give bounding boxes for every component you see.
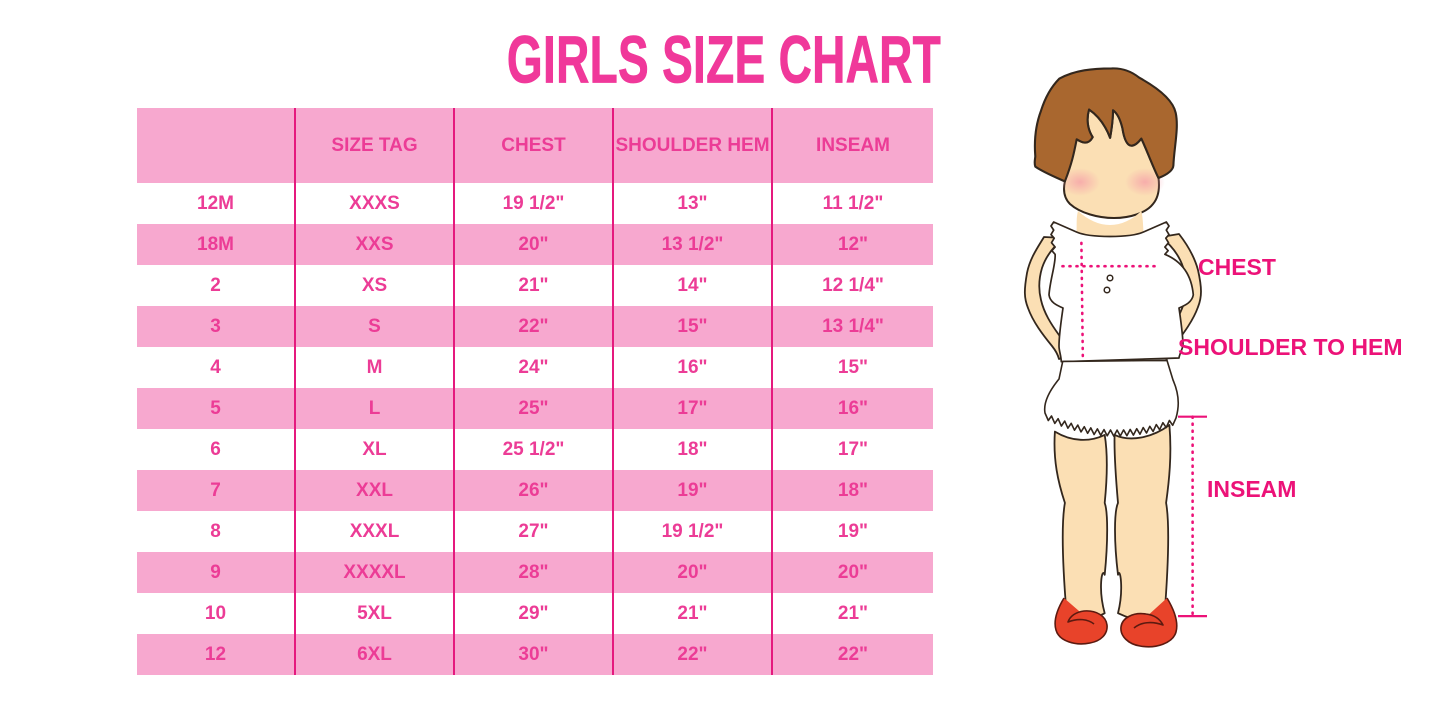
- svg-text:SHOULDER TO HEM: SHOULDER TO HEM: [1178, 334, 1402, 360]
- svg-text:INSEAM: INSEAM: [1207, 476, 1296, 502]
- svg-text:CHEST: CHEST: [1198, 254, 1276, 280]
